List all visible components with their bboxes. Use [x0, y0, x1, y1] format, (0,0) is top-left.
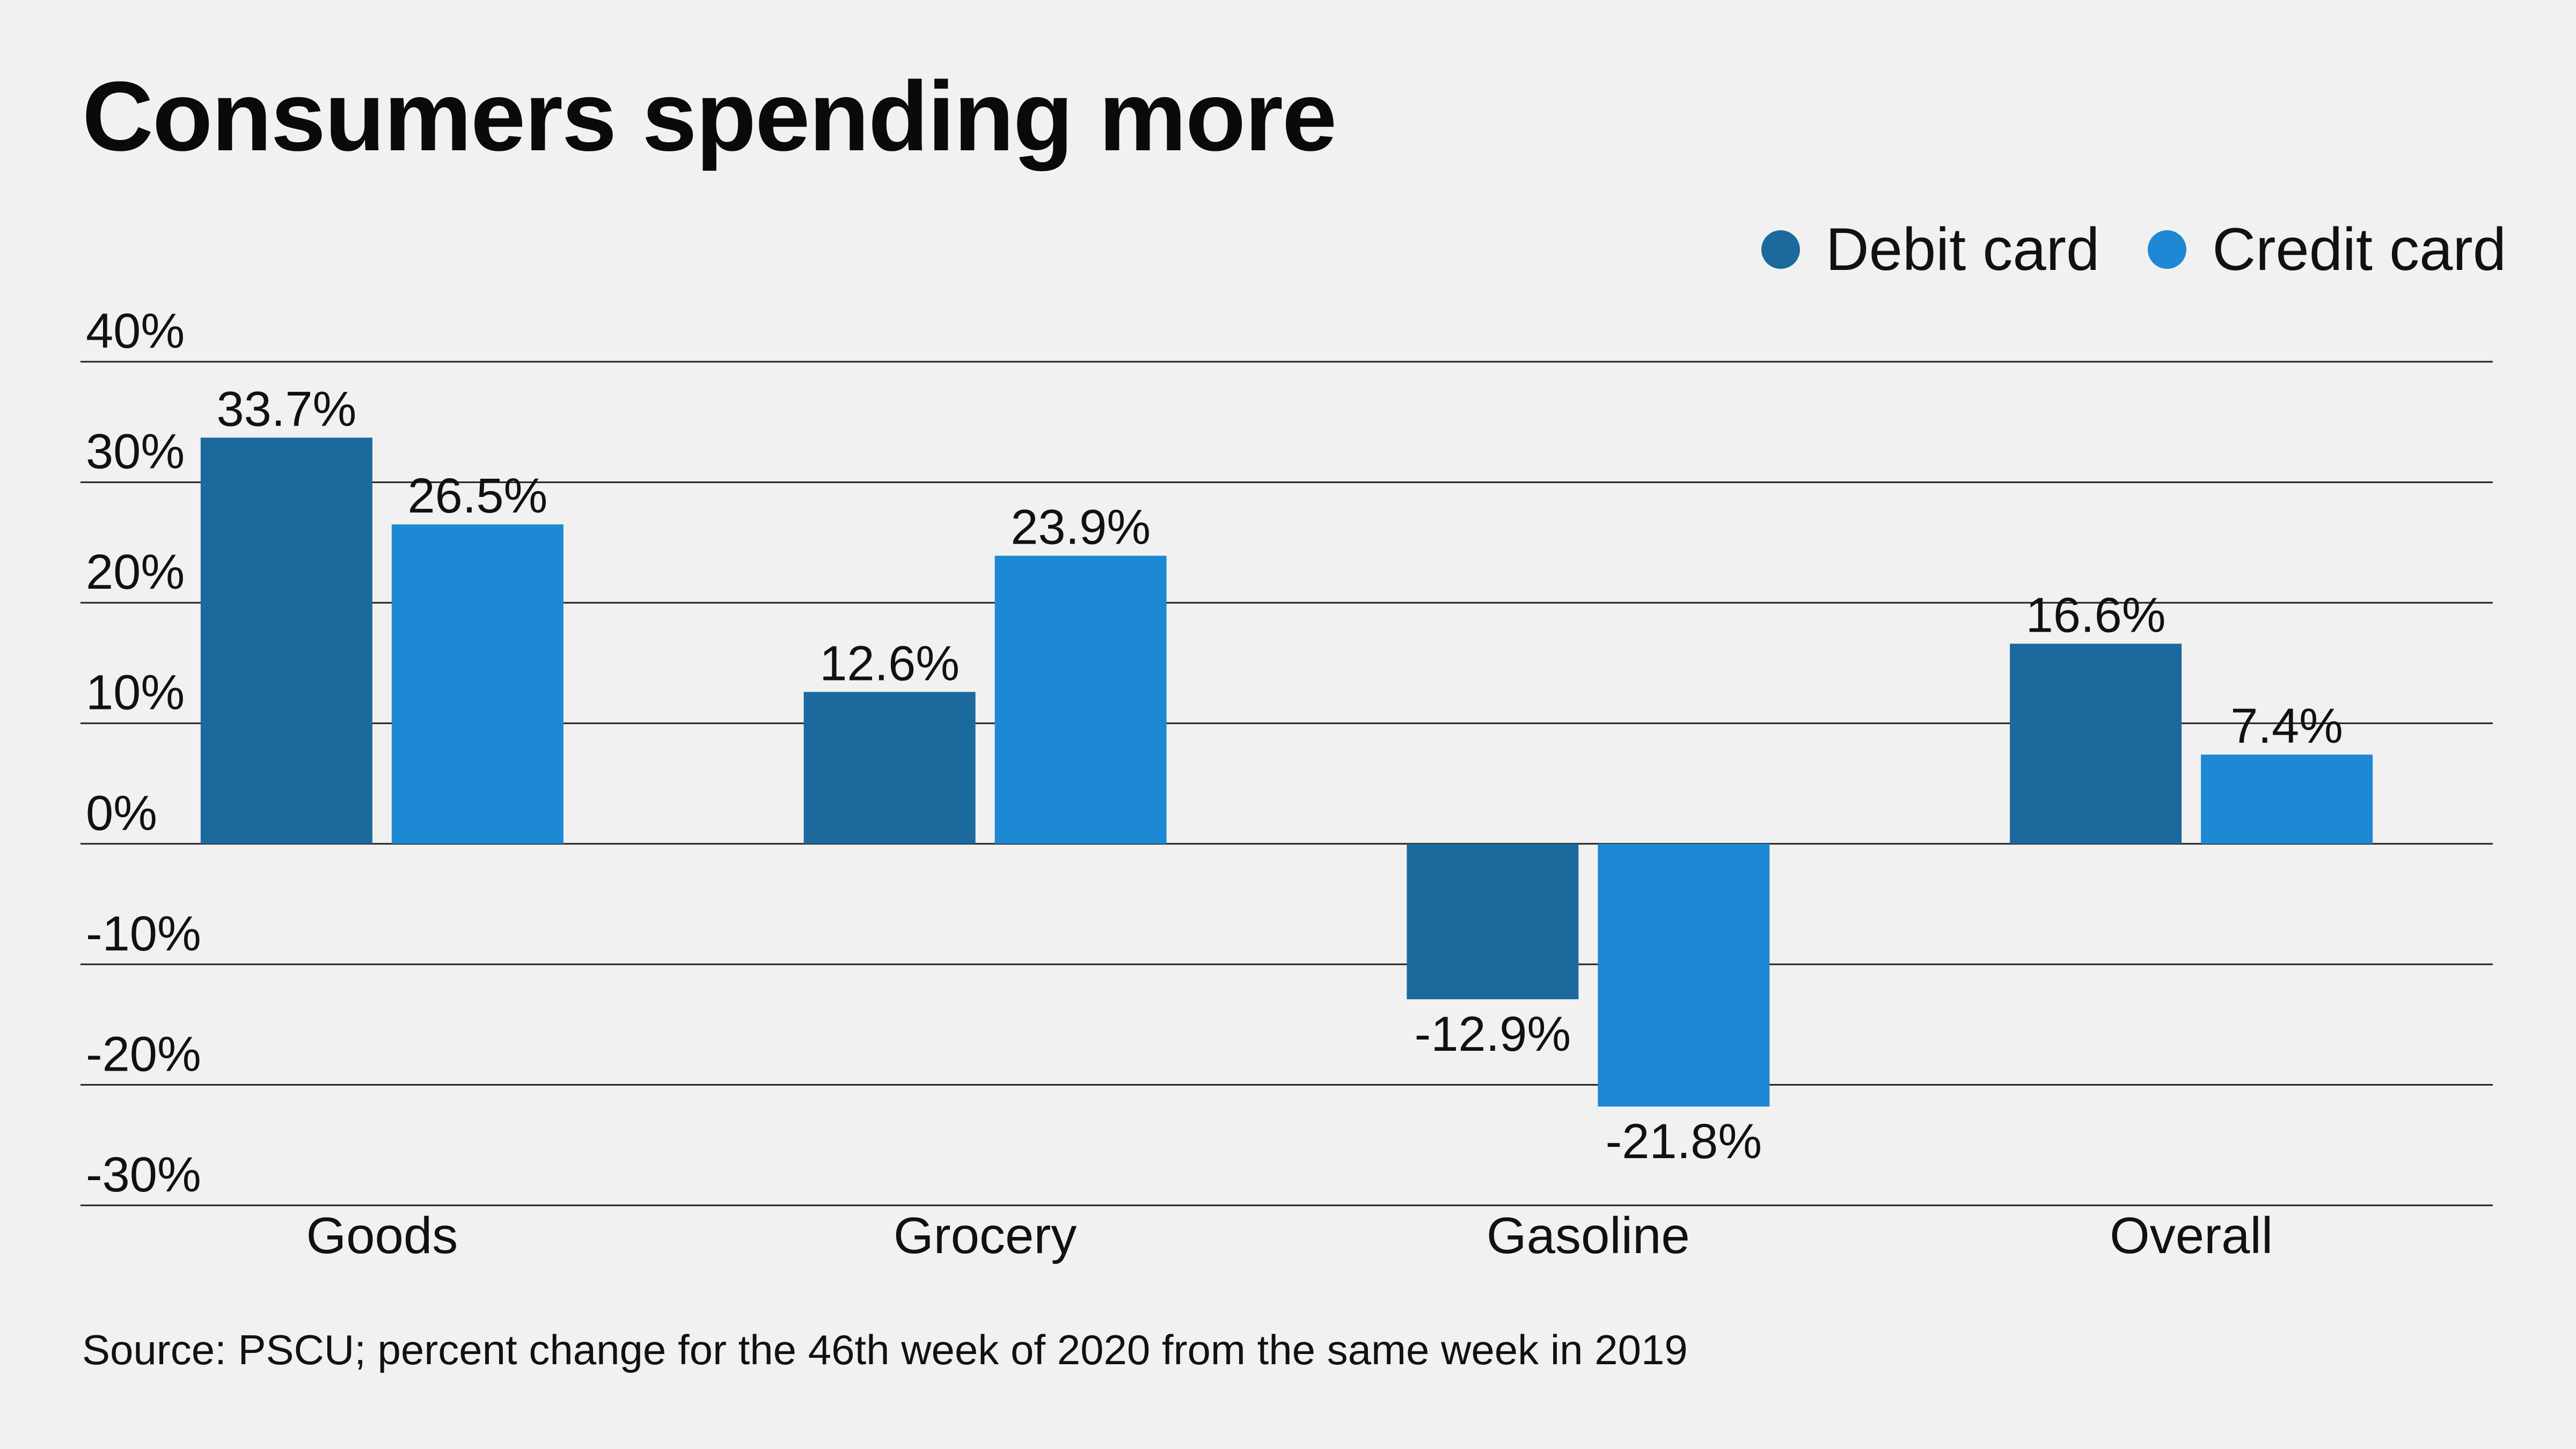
data-label: 26.5%	[407, 469, 547, 523]
data-label: -21.8%	[1606, 1114, 1762, 1169]
legend: Debit card Credit card	[1761, 215, 2506, 284]
legend-item-credit: Credit card	[2148, 215, 2506, 284]
data-label: 12.6%	[819, 636, 960, 691]
bar	[200, 437, 372, 844]
legend-credit-label: Credit card	[2212, 216, 2506, 283]
data-label: 23.9%	[1011, 500, 1151, 555]
legend-item-debit: Debit card	[1761, 215, 2099, 284]
bar	[1407, 844, 1579, 999]
y-tick-label: -30%	[86, 1147, 201, 1202]
bar	[391, 524, 564, 844]
bar	[2010, 643, 2182, 844]
data-label: 33.7%	[216, 382, 356, 436]
bar	[803, 692, 976, 844]
source-note: Source: PSCU; percent change for the 46t…	[82, 1326, 1688, 1373]
y-tick-label: 0%	[86, 786, 157, 840]
chart-title: Consumers spending more	[82, 61, 1337, 171]
x-tick-label: Grocery	[894, 1207, 1077, 1264]
x-tick-label: Gasoline	[1487, 1207, 1690, 1264]
legend-debit-swatch	[1761, 230, 1800, 269]
bar	[1598, 844, 1770, 1107]
y-tick-label: 20%	[86, 545, 185, 599]
bar	[2201, 755, 2373, 844]
x-tick-label: Goods	[306, 1207, 458, 1264]
legend-debit-label: Debit card	[1825, 216, 2100, 283]
x-tick-label: Overall	[2110, 1207, 2273, 1264]
data-label: 16.6%	[2026, 588, 2166, 642]
data-label: 7.4%	[2230, 699, 2343, 753]
y-tick-label: 30%	[86, 425, 185, 479]
y-tick-label: 10%	[86, 665, 185, 720]
y-tick-label: -20%	[86, 1027, 201, 1081]
y-tick-label: 40%	[86, 304, 185, 358]
bar	[994, 555, 1167, 844]
legend-credit-swatch	[2148, 230, 2187, 269]
data-label: -12.9%	[1415, 1007, 1571, 1062]
y-tick-label: -10%	[86, 906, 201, 961]
